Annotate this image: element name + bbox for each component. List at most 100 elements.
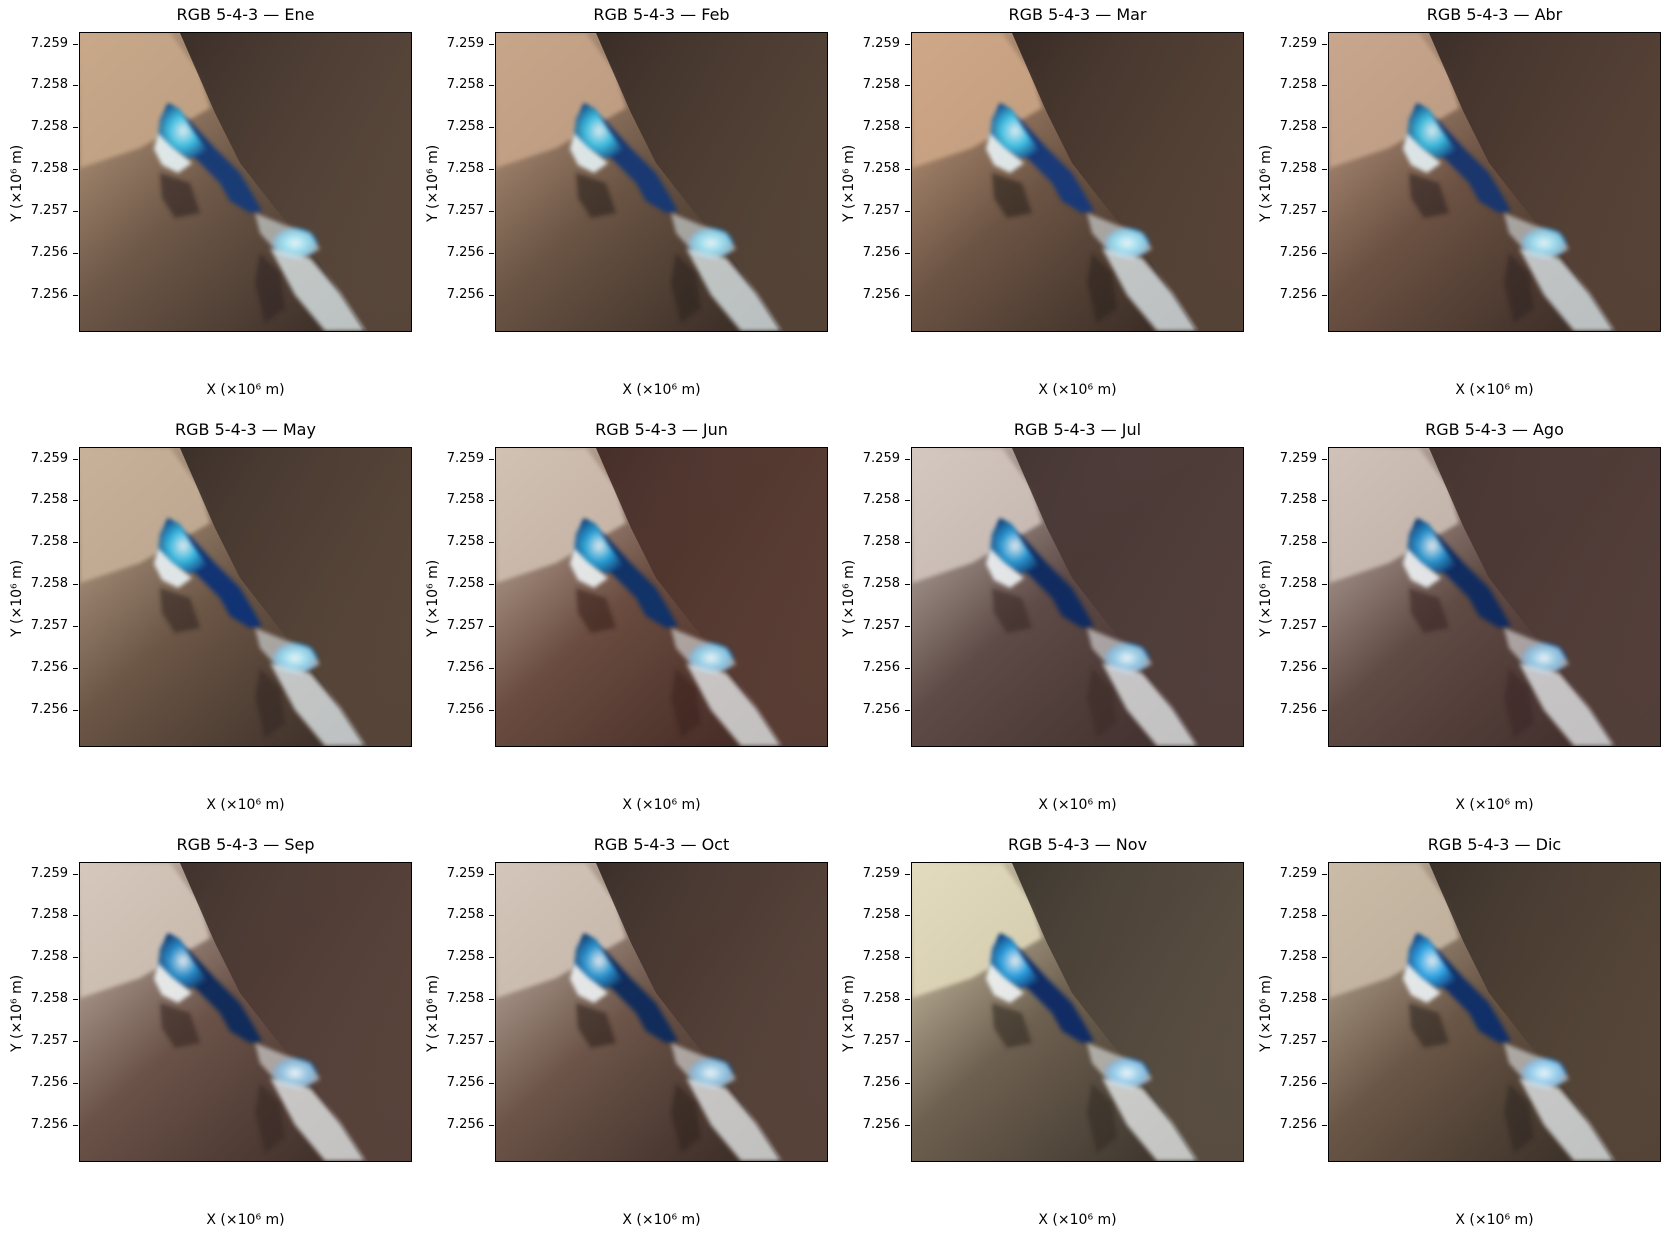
y-tick-label: 7.256	[30, 1116, 79, 1132]
y-tick-label: 7.257	[1279, 1033, 1328, 1049]
y-tick-label: 7.258	[446, 77, 495, 93]
bright-plateau	[496, 448, 626, 583]
x-axis-label: X (×10⁶ m)	[1455, 797, 1534, 813]
upper-lagoon	[990, 103, 1040, 159]
y-tick-label: 7.258	[446, 907, 495, 923]
panel-title: RGB 5-4-3 — Mar	[1008, 5, 1147, 24]
y-tick-label: 7.256	[862, 701, 911, 717]
hill-shadow	[255, 253, 285, 323]
y-tick-label: 7.258	[446, 119, 495, 135]
y-tick-label: 7.258	[862, 576, 911, 592]
panel-title: RGB 5-4-3 — Sep	[176, 835, 315, 854]
satellite-image	[1329, 448, 1660, 746]
y-tick-label: 7.259	[1279, 451, 1328, 466]
y-tick-label: 7.256	[862, 244, 911, 260]
bright-plateau	[80, 863, 210, 998]
y-axis-label: Y (×10⁶ m)	[425, 144, 441, 222]
salt-flat	[154, 548, 192, 588]
y-tick-label: 7.258	[862, 534, 911, 550]
hill-shadow	[160, 588, 200, 633]
hill-shadow	[1409, 173, 1449, 218]
x-axis-label: X (×10⁶ m)	[1038, 382, 1117, 398]
x-axis-label: X (×10⁶ m)	[1038, 1212, 1117, 1228]
y-tick-label: 7.258	[1279, 77, 1328, 93]
satellite-image	[912, 863, 1243, 1161]
satellite-image-frame: 3.2653.2663.2673.268	[911, 447, 1244, 747]
dark-terrain	[1012, 863, 1243, 1161]
y-tick-label: 7.257	[862, 1033, 911, 1049]
salt-flat	[570, 963, 608, 1003]
bright-plateau	[1329, 863, 1459, 998]
bright-valley	[270, 1078, 365, 1161]
x-axis-label: X (×10⁶ m)	[206, 382, 285, 398]
y-tick-label: 7.258	[862, 77, 911, 93]
panel-title: RGB 5-4-3 — Jul	[1013, 420, 1142, 439]
x-axis-label: X (×10⁶ m)	[1038, 797, 1117, 813]
hill-shadow	[671, 668, 701, 738]
panel-title: RGB 5-4-3 — May	[175, 420, 316, 439]
y-tick-label: 7.256	[30, 1074, 79, 1090]
y-tick-label: 7.258	[862, 991, 911, 1007]
y-tick-label: 7.256	[446, 1116, 495, 1132]
bright-plateau	[80, 33, 210, 168]
satellite-image	[80, 33, 411, 331]
bright-valley	[686, 663, 781, 746]
dark-terrain	[596, 33, 827, 331]
x-axis-label: X (×10⁶ m)	[622, 1212, 701, 1228]
panel-title: RGB 5-4-3 — Ene	[176, 5, 315, 24]
dark-terrain	[180, 448, 411, 746]
y-tick-label: 7.257	[862, 618, 911, 634]
hill-shadow	[1087, 1083, 1117, 1153]
upper-lagoon	[574, 103, 624, 159]
y-tick-label: 7.258	[30, 161, 79, 177]
hill-shadow	[1504, 253, 1534, 323]
y-tick-label: 7.256	[446, 286, 495, 302]
y-tick-label: 7.258	[30, 492, 79, 508]
lower-salt-flat	[671, 1043, 736, 1089]
y-tick-label: 7.259	[30, 36, 79, 51]
y-tick-label: 7.258	[1279, 161, 1328, 177]
dark-terrain	[596, 863, 827, 1161]
y-tick-label: 7.258	[446, 161, 495, 177]
upper-lagoon	[990, 933, 1040, 989]
hill-shadow	[1087, 668, 1117, 738]
x-axis-label: X (×10⁶ m)	[206, 1212, 285, 1228]
panel-title: RGB 5-4-3 — Abr	[1426, 5, 1563, 24]
y-tick-label: 7.257	[30, 203, 79, 219]
upper-lagoon	[158, 103, 208, 159]
y-tick-label: 7.258	[446, 492, 495, 508]
satellite-image-frame: 3.2653.2663.2673.268	[1328, 862, 1661, 1162]
salt-flat	[1403, 133, 1441, 173]
hill-shadow	[576, 173, 616, 218]
dark-terrain	[1429, 863, 1660, 1161]
satellite-image	[1329, 863, 1660, 1161]
dark-terrain	[180, 33, 411, 331]
x-axis-label: X (×10⁶ m)	[1455, 382, 1534, 398]
upper-lagoon	[1407, 933, 1457, 989]
y-tick-label: 7.258	[30, 77, 79, 93]
y-tick-label: 7.259	[446, 36, 495, 51]
hill-shadow	[671, 253, 701, 323]
y-tick-label: 7.256	[862, 1074, 911, 1090]
y-tick-label: 7.256	[446, 659, 495, 675]
y-tick-label: 7.258	[446, 949, 495, 965]
y-axis-label: Y (×10⁶ m)	[1258, 559, 1274, 637]
x-axis-label: X (×10⁶ m)	[1455, 1212, 1534, 1228]
y-axis-label: Y (×10⁶ m)	[1258, 974, 1274, 1052]
hill-shadow	[992, 173, 1032, 218]
bright-valley	[1102, 1078, 1197, 1161]
panel-title: RGB 5-4-3 — Feb	[593, 5, 730, 24]
satellite-image	[912, 448, 1243, 746]
y-tick-label: 7.259	[30, 866, 79, 881]
bright-plateau	[496, 863, 626, 998]
y-tick-label: 7.258	[1279, 119, 1328, 135]
y-tick-label: 7.258	[862, 907, 911, 923]
hill-shadow	[1087, 253, 1117, 323]
x-axis-label: X (×10⁶ m)	[622, 797, 701, 813]
satellite-image	[496, 863, 827, 1161]
y-tick-label: 7.256	[446, 244, 495, 260]
hill-shadow	[576, 1003, 616, 1048]
upper-lagoon	[158, 518, 208, 574]
hill-shadow	[160, 1003, 200, 1048]
y-axis-label: Y (×10⁶ m)	[9, 559, 25, 637]
